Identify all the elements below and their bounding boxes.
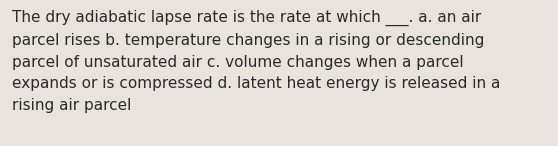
Text: The dry adiabatic lapse rate is the rate at which ___. a. an air
parcel rises b.: The dry adiabatic lapse rate is the rate… (12, 10, 501, 113)
